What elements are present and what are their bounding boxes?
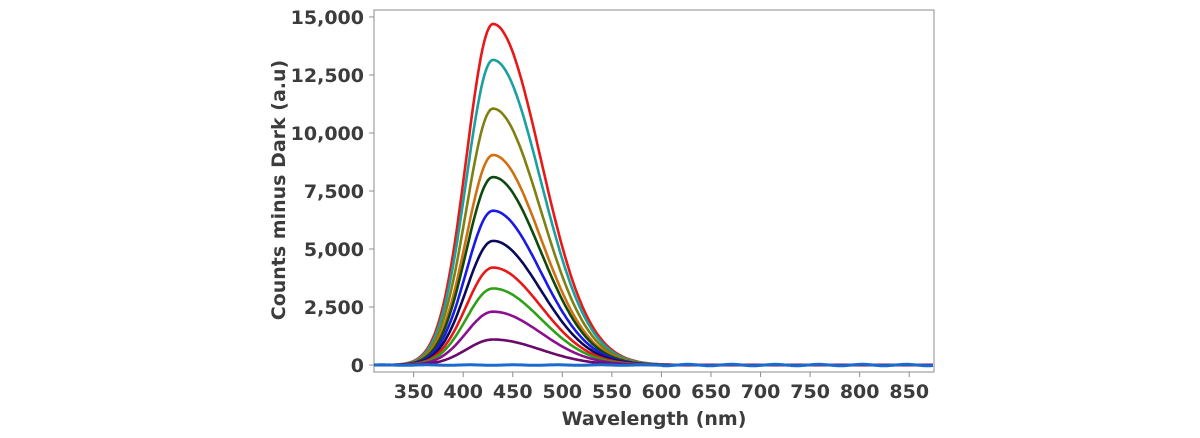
series-line-12: [373, 362, 934, 368]
x-tick-label: 450: [493, 381, 533, 403]
x-tick-label: 350: [394, 381, 434, 403]
x-axis-ticks: 350 400 450 500 550 600 650 700 750 800 850: [394, 372, 929, 403]
x-tick-label: 850: [889, 381, 929, 403]
y-tick-label: 12,500: [291, 65, 364, 87]
x-tick-label: 600: [642, 381, 682, 403]
x-tick-label: 800: [840, 381, 880, 403]
x-tick-label: 400: [443, 381, 483, 403]
y-tick-label: 2,500: [304, 297, 364, 319]
y-tick-label: 5,000: [304, 239, 364, 261]
y-axis-ticks: 0 2,500 5,000 7,500 10,000 12,500 15,000: [291, 7, 374, 377]
y-tick-label: 15,000: [291, 7, 364, 29]
y-tick-label: 7,500: [304, 181, 364, 203]
x-axis-title: Wavelength (nm): [562, 408, 747, 430]
y-axis-title: Counts minus Dark (a.u): [268, 60, 290, 321]
y-tick-label: 0: [351, 355, 364, 377]
plot-area: [373, 9, 935, 373]
x-tick-label: 700: [741, 381, 781, 403]
y-tick-label: 10,000: [291, 123, 364, 145]
x-tick-label: 750: [790, 381, 830, 403]
series-lines: [373, 22, 934, 368]
x-tick-label: 500: [542, 381, 582, 403]
x-tick-label: 550: [592, 381, 632, 403]
x-tick-label: 650: [691, 381, 731, 403]
